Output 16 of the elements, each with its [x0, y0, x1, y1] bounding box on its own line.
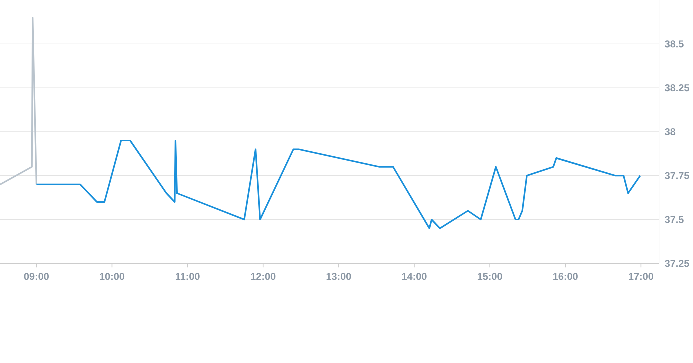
y-tick-label: 38.5 [665, 40, 684, 48]
x-tick-label: 17:00 [629, 273, 654, 280]
y-tick-label: 38.25 [665, 84, 690, 92]
y-tick-label: 37.75 [665, 172, 690, 180]
line-series [36, 140, 642, 230]
x-tick-label: 12:00 [251, 273, 276, 280]
x-tick-label: 16:00 [554, 273, 578, 280]
x-tick-label: 14:00 [402, 273, 427, 280]
x-tick-label: 09:00 [24, 273, 49, 280]
x-tick-label: 11:00 [176, 273, 200, 280]
x-tick-label: 10:00 [100, 273, 125, 280]
x-tick-label: 15:00 [478, 273, 502, 280]
y-tick-label: 38 [665, 128, 676, 136]
y-tick-label: 37.25 [665, 260, 690, 268]
x-tick-label: 13:00 [326, 273, 352, 280]
y-tick-label: 37.5 [665, 216, 684, 224]
